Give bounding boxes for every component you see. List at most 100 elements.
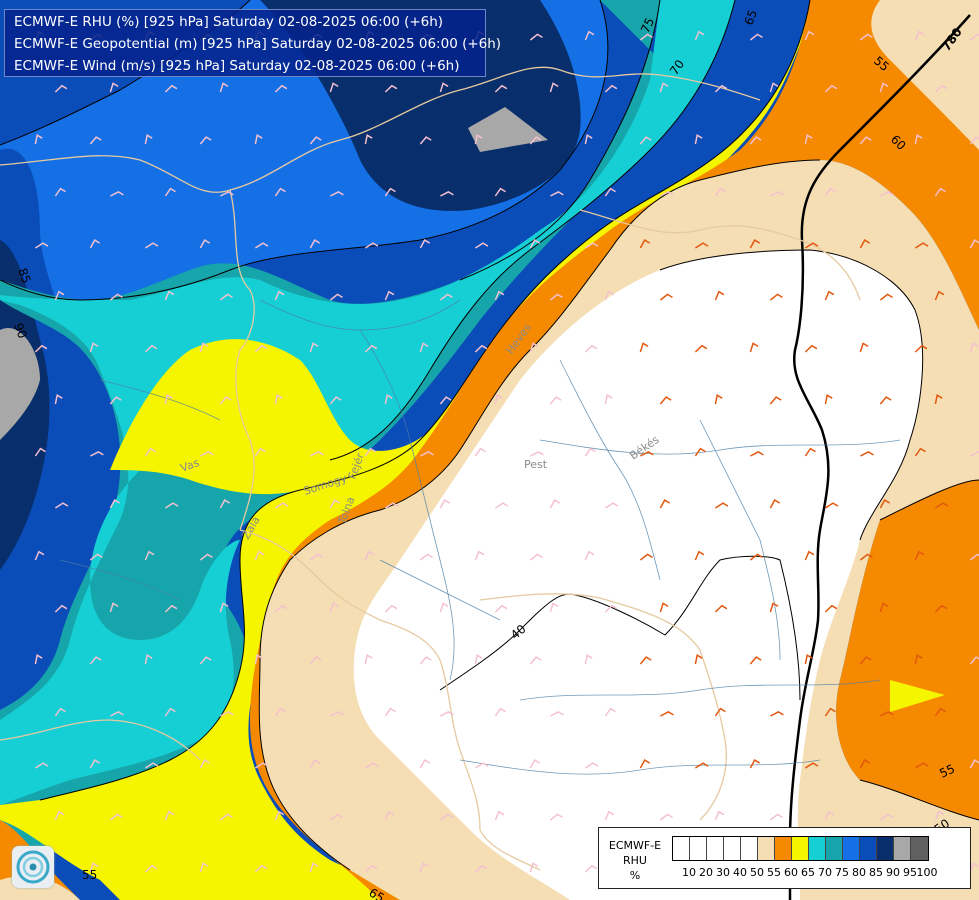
swirl-icon [16,850,50,884]
wind-barb [660,711,674,717]
rhu-band-65-lobe [110,339,430,495]
wind-barb [384,187,396,197]
wind-barb [604,707,616,717]
wind-barb [660,191,674,197]
wind-barb [474,344,488,353]
legend-tick-label: 65 [801,866,815,879]
wind-barb [199,656,212,665]
country-borders [0,66,861,871]
wind-barb [914,344,928,353]
ecmwf-logo [12,846,54,888]
wind-barb [859,239,871,249]
wind-barb [219,293,233,301]
wind-barb [144,550,155,561]
wind-barb [549,813,563,821]
wind-barb [604,84,618,93]
wind-barb [914,654,923,665]
wind-barb [199,553,213,561]
wind-barb [694,447,706,457]
wind-barb [474,654,483,665]
wind-barb [879,82,889,93]
wind-barb [254,864,268,873]
wind-barb [89,136,102,145]
legend-swatch [843,837,860,860]
wind-barb [549,499,561,509]
wind-barb [384,604,398,613]
geopotential-780-line [788,14,971,900]
color-legend: ECMWF-E RHU % 10 20 30 40 50 55 60 65 70 75 80 85 90… [598,827,971,889]
wind-barb [529,553,543,561]
wind-barb [659,813,673,821]
rhu-band-65-right [890,680,945,712]
region-label-vas: Vas [179,456,202,475]
wind-barb [494,394,503,405]
wind-barb [549,396,562,405]
wind-barb [144,762,159,769]
legend-swatch [877,837,894,860]
wind-barb [54,290,65,301]
wind-barb [474,134,483,145]
wind-barb [769,499,781,509]
wind-barb [880,191,894,197]
wind-barb [364,344,378,353]
wind-barb [440,191,454,197]
legend-tick-label: 40 [733,866,747,879]
wind-barb [199,759,211,769]
wind-barb [604,187,616,197]
wind-barb [89,759,101,769]
wind-barb [970,451,979,457]
wind-barb [969,553,979,561]
wind-barb [529,656,542,665]
wind-barb [439,82,449,93]
wind-barb [694,762,709,769]
wind-barb [640,451,654,457]
wind-barb [769,813,783,821]
rhu-band-55-topright [871,0,979,150]
wind-barb [694,242,709,249]
legend-tick-label: 30 [716,866,730,879]
wind-barb [859,553,873,561]
legend-swatch [911,837,928,860]
wind-barb [604,810,615,821]
wind-barb [89,862,99,873]
wind-barb [54,810,65,821]
wind-barb [34,762,49,769]
wind-barb [694,654,703,665]
wind-barb [474,762,489,769]
wind-barb [274,84,288,93]
contour-label: 65 [742,8,760,27]
legend-swatch [741,837,758,860]
wind-barb [364,654,373,665]
contour-label: 75 [638,16,657,36]
wind-barb [714,707,726,717]
wind-barb [969,656,979,665]
wind-barb [770,191,784,197]
wind-barb [439,396,452,405]
wind-barb [659,602,669,613]
wind-barb [824,502,839,509]
wind-barb [494,707,506,717]
wind-barb [54,604,68,613]
wind-barb [804,344,818,353]
wind-barb [34,242,49,249]
wind-barb [254,344,268,353]
wind-barb [254,447,266,457]
wind-barb [89,553,103,561]
wind-barb [969,239,979,249]
wind-barb [494,604,508,613]
wind-barb [419,239,431,249]
wind-barb [694,550,705,561]
wind-barb [54,187,66,197]
wind-barb [879,293,893,301]
wind-barb [90,451,104,457]
wind-barb [804,134,813,145]
wind-barb [274,707,286,717]
legend-tick-label: 95 [903,866,917,879]
wind-barb [914,30,925,41]
wind-barb [859,136,872,145]
wind-barb [474,864,488,873]
rhu-band-60-right [836,480,979,820]
wind-barb [474,242,489,249]
wind-barb [639,239,651,249]
wind-barb [384,394,393,405]
